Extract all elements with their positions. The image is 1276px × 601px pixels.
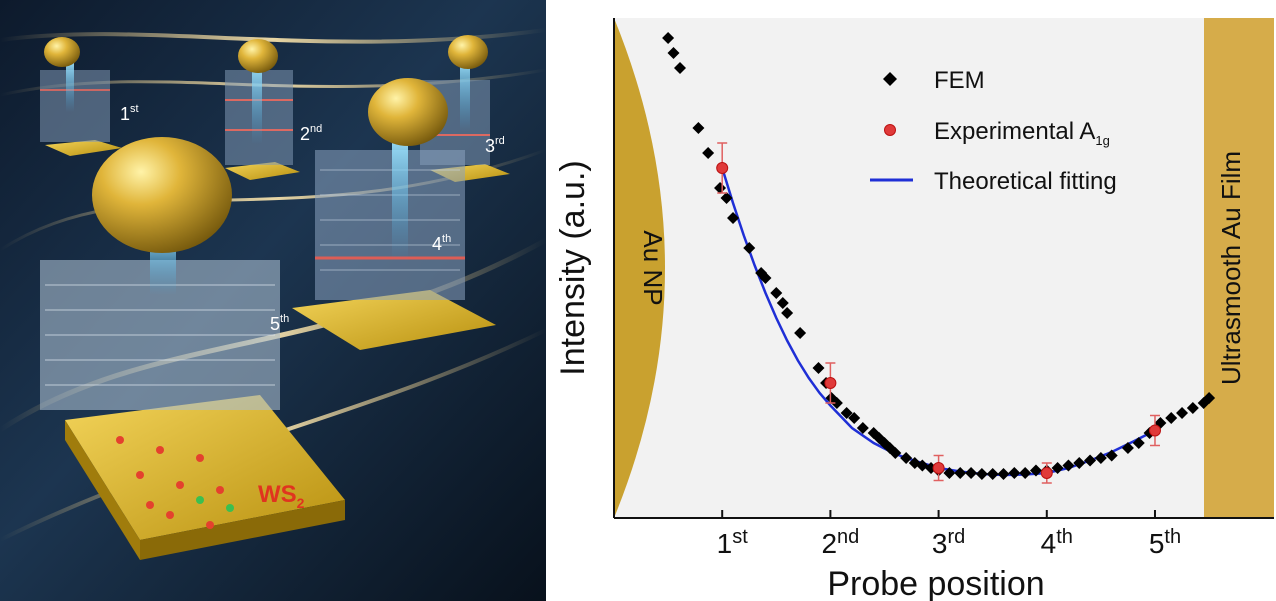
x-tick-label: 3rd — [932, 526, 965, 559]
probe-1 — [40, 37, 122, 156]
fem-point — [1029, 464, 1042, 477]
x-ticks: 1st 2nd 3rd 4th 5th — [717, 510, 1181, 559]
fem-point — [916, 459, 929, 472]
probe-2 — [225, 39, 300, 180]
x-tick-label: 5th — [1149, 526, 1181, 559]
fem-point — [794, 327, 807, 339]
fem-point — [1105, 449, 1118, 462]
fem-point — [954, 467, 967, 479]
fem-point — [1073, 457, 1086, 469]
illustration-panel: 1st 2nd 3rd 4th 5th WS2 — [0, 0, 546, 601]
region-au-film — [1204, 18, 1274, 518]
legend-marker-experimental — [884, 124, 896, 136]
fem-point — [743, 242, 756, 254]
series-layer — [662, 32, 1216, 484]
fem-point — [1186, 402, 1199, 414]
x-tick-label: 4th — [1041, 526, 1073, 559]
fem-point — [1008, 467, 1021, 479]
fem-point — [1203, 392, 1216, 404]
region-label-au-film: Ultrasmooth Au Film — [1216, 151, 1246, 385]
fem-point — [1051, 462, 1064, 474]
experimental-point — [1040, 467, 1053, 479]
y-axis-label: Intensity (a.u.) — [554, 160, 592, 375]
legend-marker-fem — [883, 72, 897, 86]
fem-point — [975, 468, 988, 480]
experimental-point — [716, 162, 729, 174]
probe-label-5: 5th — [270, 313, 289, 334]
legend-label-fitting: Theoretical fitting — [934, 168, 1117, 195]
fem-point — [662, 32, 675, 44]
fem-point — [997, 468, 1010, 480]
fem-point — [1062, 459, 1075, 472]
fem-point — [965, 467, 978, 479]
fem-point — [714, 182, 727, 194]
fem-point — [830, 397, 843, 409]
fem-point — [889, 447, 902, 459]
fem-point — [770, 287, 783, 299]
probe-5 — [40, 137, 345, 560]
region-label-au-np: Au NP — [638, 230, 668, 305]
legend-label-fem: FEM — [934, 67, 985, 94]
fem-point — [943, 467, 956, 479]
material-label: WS2 — [258, 481, 305, 511]
fem-point — [727, 212, 740, 224]
probe-4 — [292, 78, 496, 350]
fem-point — [1176, 407, 1189, 419]
fem-point — [900, 452, 913, 464]
experimental-point — [932, 462, 945, 474]
fem-point — [1132, 437, 1145, 449]
x-tick-label: 1st — [717, 526, 749, 559]
fem-point — [848, 412, 861, 424]
fem-point — [759, 272, 772, 284]
fem-point — [840, 407, 853, 419]
fem-point — [1084, 454, 1097, 467]
fem-point — [702, 147, 715, 159]
fem-point — [878, 437, 891, 449]
fem-point — [1019, 467, 1032, 479]
x-axis-label: Probe position — [827, 565, 1044, 601]
fem-point — [1121, 442, 1134, 454]
probe-label-4: 4th — [432, 233, 451, 254]
plot-area — [614, 18, 1274, 518]
fem-point — [674, 62, 686, 74]
fem-point — [692, 122, 705, 134]
fem-point — [986, 468, 999, 480]
fem-point — [667, 47, 680, 59]
fem-point — [856, 422, 869, 434]
region-au-np — [614, 18, 665, 518]
experimental-point — [1148, 424, 1161, 437]
fem-point — [1094, 452, 1107, 464]
fem-point — [776, 297, 789, 309]
probe-label-3: 3rd — [485, 135, 505, 156]
experimental-point — [824, 377, 837, 389]
probe-label-1: 1st — [120, 103, 139, 124]
legend-label-experimental: Experimental A1g — [934, 118, 1110, 148]
x-tick-label: 2nd — [821, 526, 859, 559]
fem-point — [1165, 412, 1178, 424]
probe-label-2: 2nd — [300, 123, 322, 144]
fem-point — [781, 307, 794, 319]
fem-point — [812, 362, 825, 374]
probe-intensity-chart: Au NP Ultrasmooth Au Film 1st 2nd 3rd 4th 5t… — [554, 18, 1274, 601]
legend: FEM Experimental A1g Theoretical fitting — [870, 67, 1117, 195]
fem-point — [720, 192, 733, 204]
